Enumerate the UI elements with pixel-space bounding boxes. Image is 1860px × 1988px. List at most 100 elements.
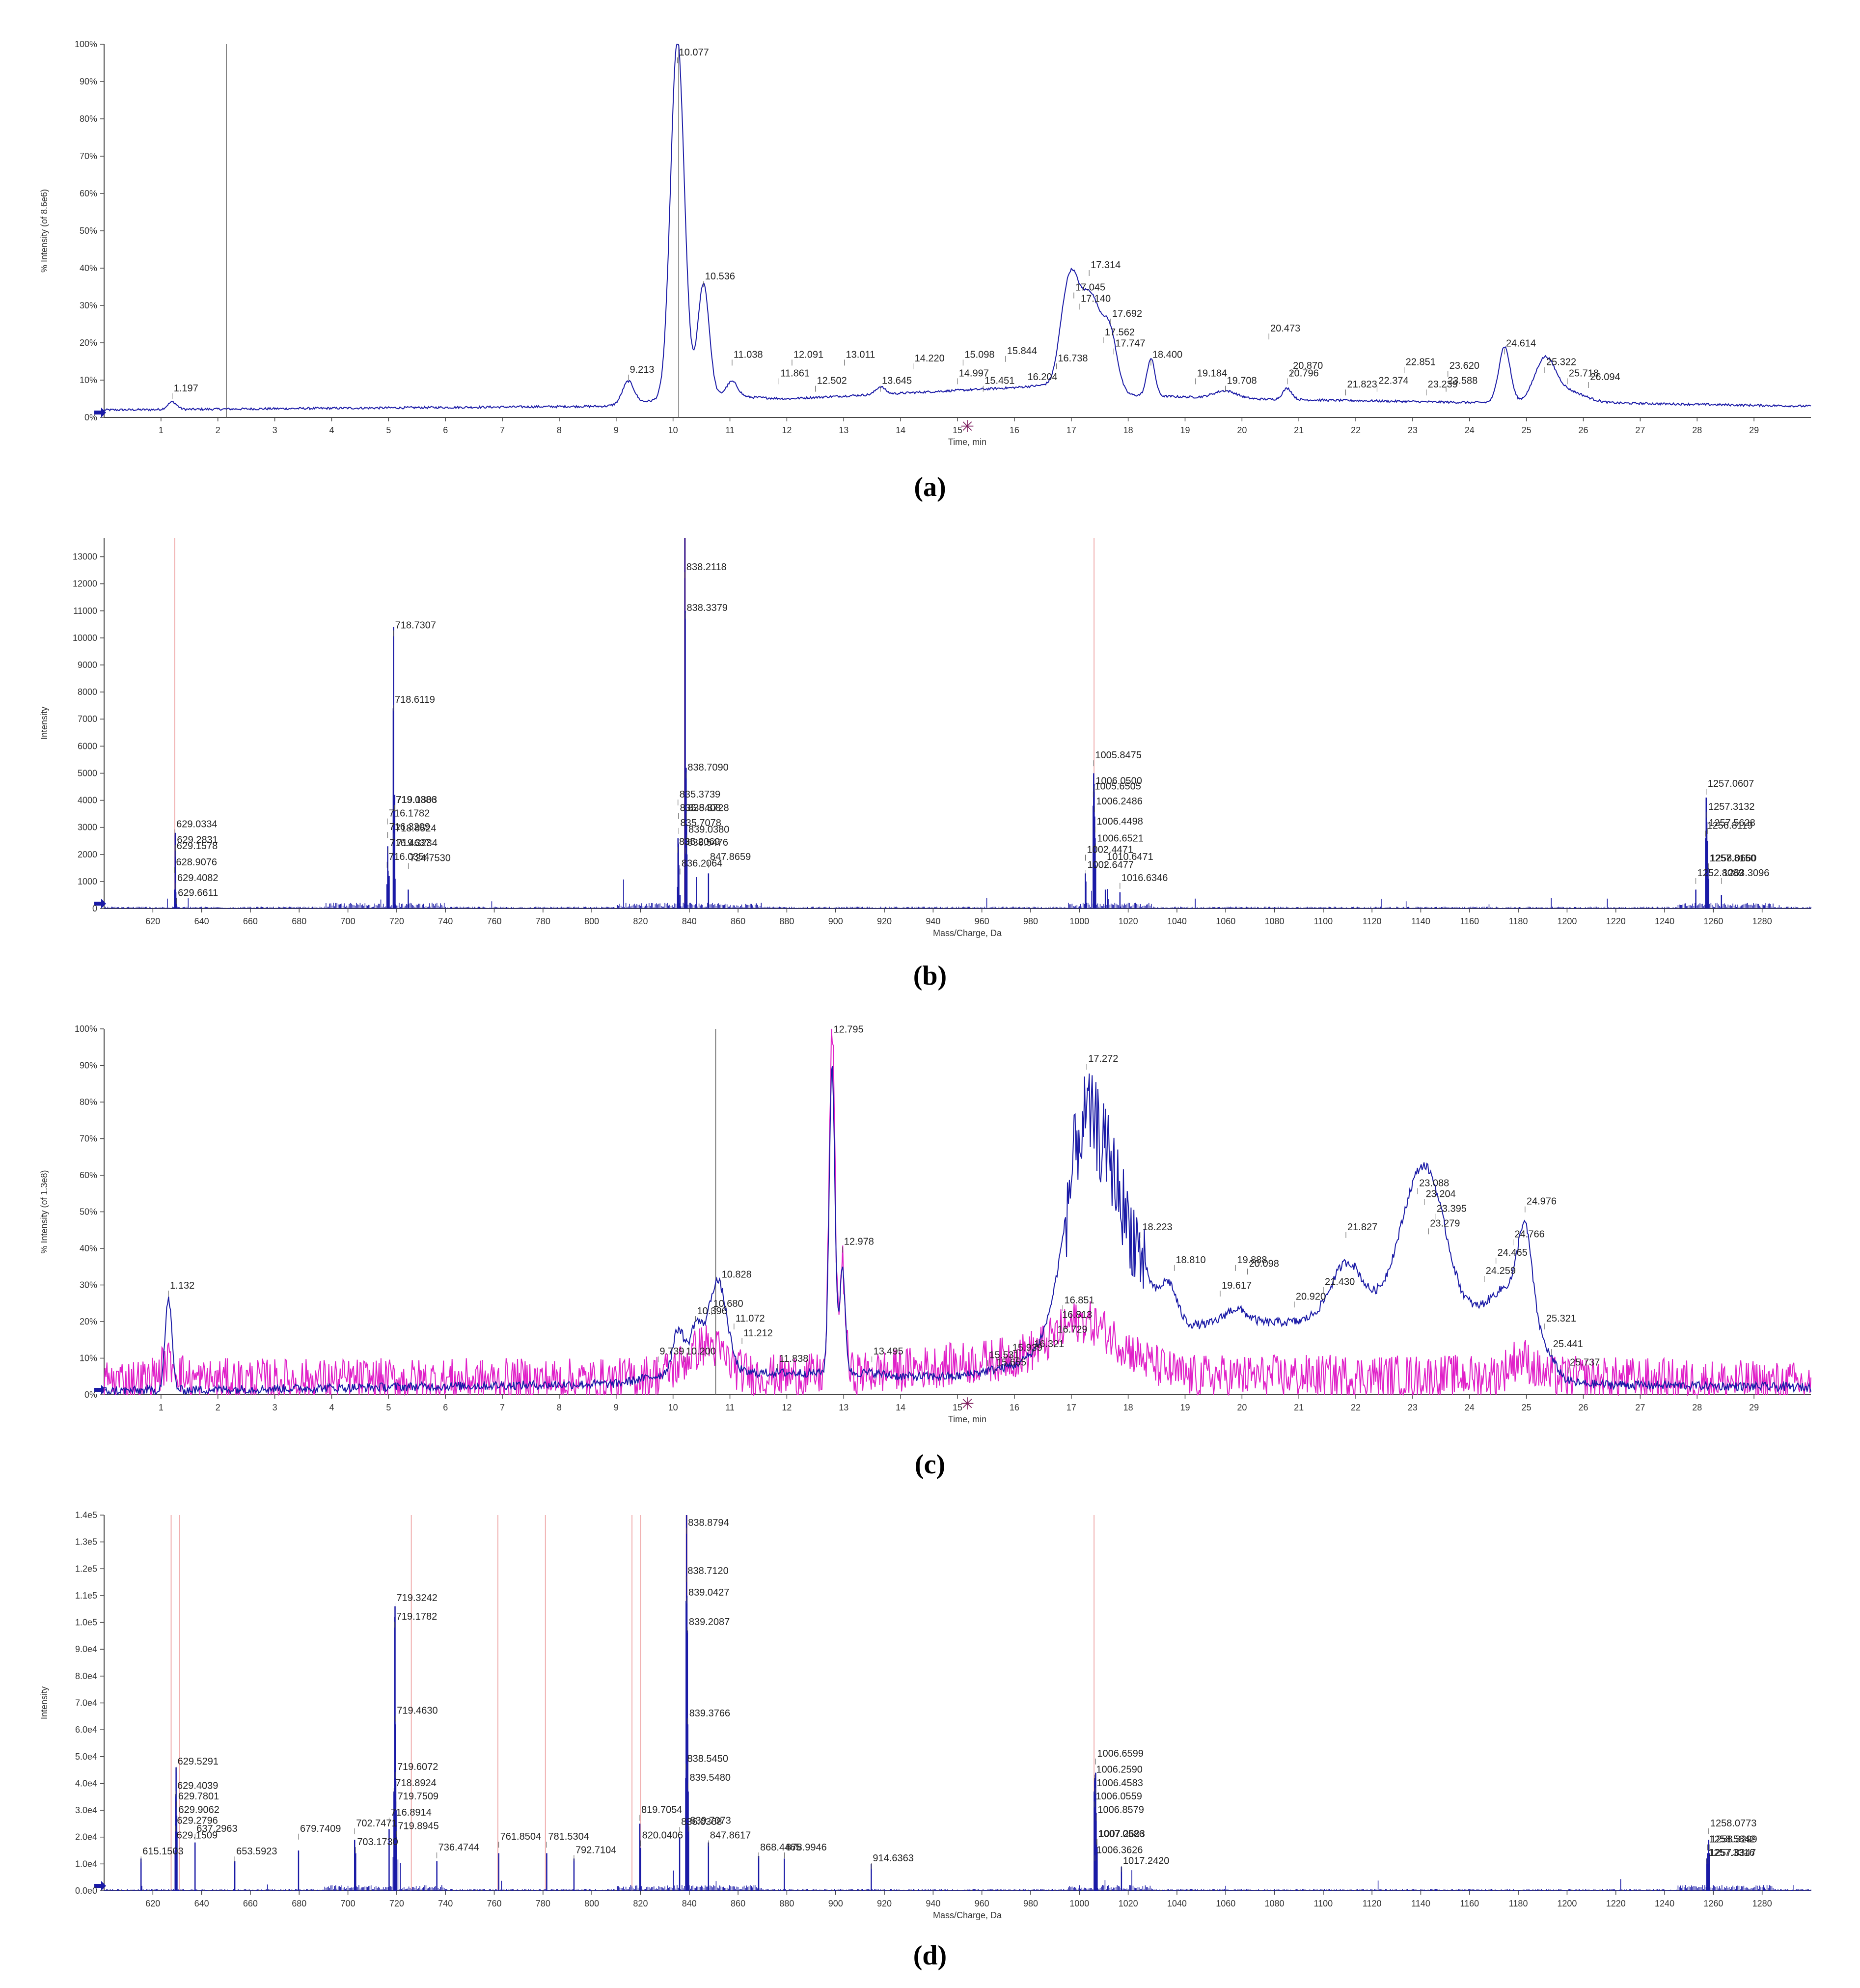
peak-label: 716.0354 bbox=[388, 852, 429, 862]
peak-label: 24.766 bbox=[1515, 1229, 1545, 1240]
x-tick-label: 1000 bbox=[1069, 1899, 1089, 1908]
y-tick-label: 12000 bbox=[73, 579, 97, 589]
peak-label: 629.9062 bbox=[178, 1805, 219, 1816]
x-tick-label: 8 bbox=[557, 1403, 562, 1412]
x-tick-label: 840 bbox=[682, 916, 697, 926]
peak-label: 792.7104 bbox=[575, 1845, 616, 1856]
y-tick-label: 100% bbox=[75, 1024, 97, 1034]
y-axis-label: % Intensity (of 1.3e8) bbox=[39, 1170, 49, 1253]
peak-label: 838.5476 bbox=[687, 837, 728, 848]
x-tick-label: 18 bbox=[1123, 425, 1133, 435]
y-tick-label: 10000 bbox=[73, 633, 97, 643]
peak-label: 719.1782 bbox=[396, 1611, 437, 1622]
peak-label: 1005.6505 bbox=[1094, 781, 1141, 792]
x-tick-label: 20 bbox=[1237, 425, 1247, 435]
peak-label: 1257.0607 bbox=[1708, 778, 1754, 789]
peak-label: 1006.8579 bbox=[1097, 1805, 1144, 1816]
peak-label: 847.8659 bbox=[710, 852, 751, 862]
x-tick-label: 13 bbox=[839, 425, 848, 435]
x-tick-label: 700 bbox=[341, 1899, 356, 1908]
peak-label: 1010.6471 bbox=[1107, 852, 1153, 862]
x-tick-label: 1200 bbox=[1557, 1899, 1577, 1908]
y-tick-label: 9.0e4 bbox=[75, 1644, 97, 1654]
peak-label: 1.132 bbox=[170, 1280, 194, 1291]
x-tick-label: 1020 bbox=[1119, 1899, 1138, 1908]
peak-label: 679.7409 bbox=[300, 1823, 341, 1834]
peak-label: 19.617 bbox=[1222, 1280, 1252, 1291]
peak-label: 868.4465 bbox=[760, 1842, 801, 1853]
x-tick-label: 800 bbox=[584, 1899, 599, 1908]
x-axis-label: Mass/Charge, Da bbox=[933, 1910, 1002, 1920]
x-tick-label: 1160 bbox=[1460, 916, 1479, 926]
peak-label: 10.200 bbox=[686, 1346, 716, 1357]
peak-label: 1007.0586 bbox=[1098, 1829, 1145, 1840]
x-tick-label: 1000 bbox=[1069, 916, 1089, 926]
x-tick-label: 860 bbox=[731, 1899, 745, 1908]
asterisk-icon: ✳ bbox=[960, 417, 975, 436]
x-tick-label: 960 bbox=[975, 1899, 989, 1908]
peak-label: 761.8504 bbox=[500, 1831, 541, 1842]
peak-label: 20.920 bbox=[1296, 1291, 1326, 1302]
x-tick-label: 780 bbox=[536, 916, 550, 926]
x-tick-label: 1120 bbox=[1363, 1899, 1382, 1908]
peak-label: 25.718 bbox=[1569, 368, 1599, 379]
peak-label: 703.1730 bbox=[357, 1837, 398, 1848]
x-tick-label: 11 bbox=[725, 425, 735, 435]
peak-label: 839.5480 bbox=[690, 1772, 731, 1783]
x-tick-label: 18 bbox=[1123, 1403, 1133, 1412]
peak-label: 1257.8347 bbox=[1710, 1848, 1756, 1858]
peak-label: 835.5408 bbox=[680, 803, 721, 814]
peak-label: 781.5304 bbox=[548, 1831, 589, 1842]
peak-label: 835.3739 bbox=[680, 789, 720, 800]
y-tick-label: 0% bbox=[84, 413, 97, 422]
x-tick-label: 740 bbox=[438, 916, 453, 926]
y-tick-label: 60% bbox=[80, 1170, 97, 1180]
peak-label: 878.9946 bbox=[786, 1842, 826, 1853]
x-tick-label: 720 bbox=[389, 1899, 404, 1908]
x-tick-label: 6 bbox=[443, 1403, 448, 1412]
x-tick-label: 1100 bbox=[1313, 1899, 1333, 1908]
y-tick-label: 2000 bbox=[78, 850, 97, 859]
peak-label: 16.738 bbox=[1058, 353, 1088, 364]
x-tick-label: 27 bbox=[1635, 1403, 1645, 1412]
x-tick-label: 920 bbox=[877, 1899, 892, 1908]
x-tick-label: 3 bbox=[273, 1403, 277, 1412]
x-tick-label: 17 bbox=[1067, 425, 1076, 435]
peak-label: 16.321 bbox=[1034, 1339, 1064, 1350]
peak-label: 16.204 bbox=[1028, 372, 1058, 383]
x-tick-label: 680 bbox=[292, 916, 306, 926]
y-tick-label: 20% bbox=[80, 338, 97, 348]
peak-label: 629.4082 bbox=[177, 873, 218, 884]
peak-label: 19.888 bbox=[1237, 1255, 1267, 1266]
peak-label: 24.465 bbox=[1498, 1247, 1528, 1258]
peak-label: 718.7307 bbox=[395, 620, 436, 631]
peak-label: 1006.0500 bbox=[1095, 775, 1142, 786]
x-tick-label: 14 bbox=[896, 1403, 905, 1412]
peak-label: 17.562 bbox=[1105, 327, 1135, 338]
peak-label: 11.838 bbox=[779, 1353, 809, 1364]
y-tick-label: 4000 bbox=[78, 796, 97, 805]
peak-label: 13.645 bbox=[882, 376, 912, 387]
peak-label: 835.7078 bbox=[680, 818, 721, 828]
x-tick-label: 620 bbox=[145, 916, 160, 926]
y-tick-label: 7000 bbox=[78, 714, 97, 724]
x-tick-label: 700 bbox=[341, 916, 356, 926]
peak-label: 24.614 bbox=[1506, 338, 1536, 349]
peak-label: 838.5450 bbox=[687, 1754, 728, 1765]
peak-label: 23.588 bbox=[1448, 376, 1477, 387]
peak-label: 20.870 bbox=[1293, 360, 1323, 371]
x-axis-label: Mass/Charge, Da bbox=[933, 928, 1002, 938]
x-tick-label: 24 bbox=[1465, 1403, 1475, 1412]
peak-label: 1006.6521 bbox=[1097, 833, 1144, 844]
y-tick-label: 1.3e5 bbox=[75, 1537, 97, 1547]
x-tick-label: 22 bbox=[1351, 1403, 1361, 1412]
peak-label: 1263.3096 bbox=[1723, 868, 1770, 879]
peak-label: 1257.3132 bbox=[1708, 801, 1755, 812]
x-tick-label: 29 bbox=[1749, 1403, 1759, 1412]
peak-label: 16.813 bbox=[1062, 1310, 1092, 1321]
peak-label: 736.4744 bbox=[438, 1842, 479, 1853]
peak-label: 12.502 bbox=[817, 376, 847, 387]
x-tick-label: 13 bbox=[839, 1403, 848, 1412]
peak-label: 21.827 bbox=[1347, 1222, 1377, 1233]
